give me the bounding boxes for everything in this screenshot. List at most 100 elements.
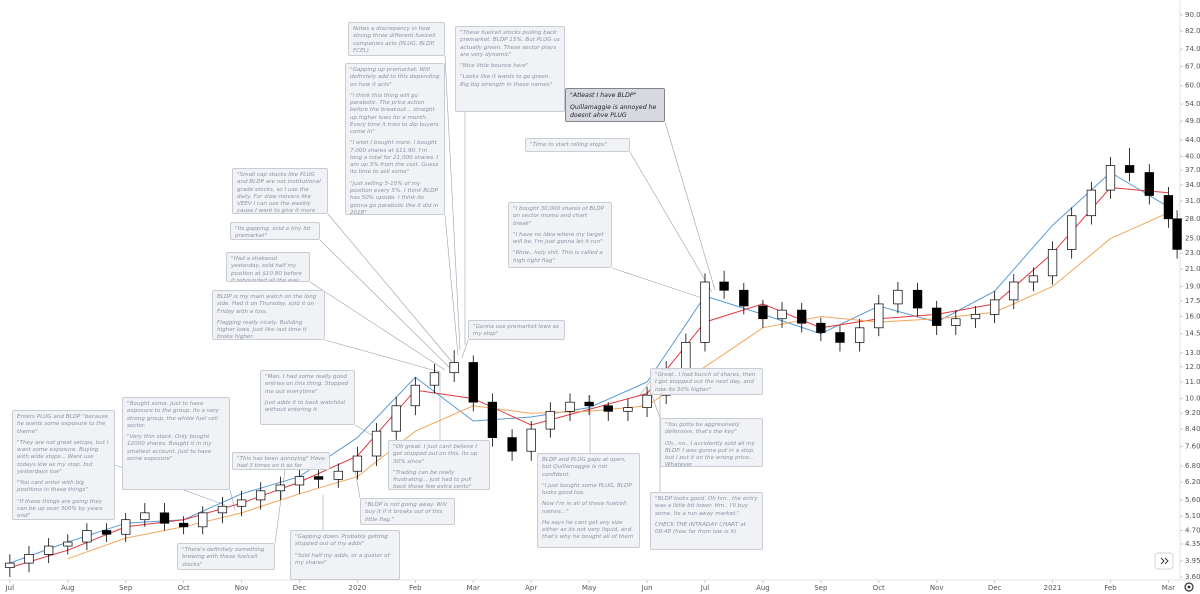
leader-line xyxy=(611,267,709,301)
candle-body xyxy=(565,401,575,412)
annotation-text: "Gapping down. Probably getting stopped … xyxy=(295,534,388,548)
y-tick-label: 21.00 xyxy=(1185,265,1200,273)
y-tick-label: 11.00 xyxy=(1185,378,1200,386)
x-tick-label: Oct xyxy=(178,584,190,592)
candle-body xyxy=(893,289,903,305)
candle-body xyxy=(256,490,266,501)
x-tick-label: Jul xyxy=(700,584,710,592)
candle-body xyxy=(391,405,401,432)
candle-body xyxy=(487,401,498,438)
annotation-text: Flagging really nicely. Building higher … xyxy=(217,319,307,340)
scroll-button[interactable] xyxy=(1154,552,1174,570)
annotation-text: Oh.. no.. I accidently sold all my BLDP.… xyxy=(665,440,755,467)
annotation-text: "I think this thing will go parabolic. T… xyxy=(350,92,439,136)
leader-line xyxy=(229,489,236,511)
candle-body xyxy=(1163,195,1174,220)
annotation-text: "Small cap stocks like PLUG and BLDP are… xyxy=(237,172,321,214)
candle-body xyxy=(739,289,749,307)
candle-body xyxy=(603,405,613,412)
candle-body xyxy=(159,512,170,524)
leader-line xyxy=(461,339,469,359)
candle-body xyxy=(874,303,884,329)
candle-body xyxy=(1172,218,1182,250)
annotation-text: "Gapping up premarket. Will definitely a… xyxy=(350,67,440,88)
x-tick-label: Jun xyxy=(641,584,653,592)
leader-line xyxy=(354,469,361,499)
annotation-text: "You gotta be aggressively defensive, th… xyxy=(665,422,740,436)
annotation-text: "Oh great. I just cant believe I got sto… xyxy=(393,444,478,465)
x-tick-label: Nov xyxy=(930,584,944,592)
candle-body xyxy=(468,362,478,403)
settings-button[interactable] xyxy=(1184,582,1194,592)
candle-body xyxy=(855,327,865,343)
x-tick-label: Sep xyxy=(814,584,828,592)
x-tick-label: Nov xyxy=(235,584,249,592)
candle-body xyxy=(700,281,710,343)
y-tick-label: 49.00 xyxy=(1185,117,1200,125)
candle-body xyxy=(236,499,247,507)
candle-body xyxy=(429,372,440,386)
annotation-text: BLDP is my main watch on the long side. … xyxy=(217,294,317,315)
y-tick-label: 90.00 xyxy=(1185,11,1200,19)
y-tick-label: 8.40 xyxy=(1185,425,1200,433)
annotation-text: Enters PLUG and BLDP "because he wants s… xyxy=(17,414,109,435)
y-tick-label: 60.00 xyxy=(1185,82,1200,90)
y-tick-label: 4.70 xyxy=(1185,527,1200,535)
x-tick-label: Sep xyxy=(119,584,133,592)
annotation-text: Notes a discrepancy in how strong three … xyxy=(353,26,436,54)
annotation-note: "Time to start rolling stops" xyxy=(525,138,630,152)
x-tick-label: Aug xyxy=(756,584,770,592)
candle-body xyxy=(1067,215,1077,250)
annotation-text: "Sold half my adds, or a quater of my sh… xyxy=(295,552,390,566)
annotation-note: "Gapping down. Probably getting stopped … xyxy=(290,530,400,580)
y-tick-label: 13.00 xyxy=(1185,349,1200,357)
y-tick-label: 44.00 xyxy=(1185,136,1200,144)
annotation-note: "BLDP is not going away. Will buy it if … xyxy=(360,498,455,525)
candle-body xyxy=(1086,189,1097,217)
candle-body xyxy=(449,362,459,374)
x-tick-label: Aug xyxy=(61,584,75,592)
candle-body xyxy=(44,545,54,555)
candle-body xyxy=(777,309,787,320)
candle-body xyxy=(5,562,15,568)
candle-body xyxy=(1047,249,1058,277)
x-tick-label: Jul xyxy=(5,584,15,592)
annotation-text: Just adds it to back watchlist without e… xyxy=(265,399,346,414)
y-tick-label: 19.00 xyxy=(1185,283,1200,291)
annotation-text: "BLDP is not going away. Will buy it if … xyxy=(365,502,447,523)
leader-line xyxy=(327,213,453,363)
y-tick-label: 67.00 xyxy=(1185,62,1200,70)
annotation-text: Quillamaggie is annoyed he doesnt ahve P… xyxy=(570,104,657,120)
candle-body xyxy=(63,541,73,547)
leader-line xyxy=(444,55,461,351)
annotation-note: "Gapping up premarket. Will definitely a… xyxy=(345,63,445,215)
x-tick-label: Feb xyxy=(409,584,422,592)
candle-body xyxy=(333,470,343,480)
annotation-note: "Bought some. Just to have exposure to t… xyxy=(122,397,230,490)
x-tick-label: May xyxy=(582,584,596,592)
candle-body xyxy=(642,394,652,408)
candle-body xyxy=(797,309,807,324)
y-tick-label: 74.00 xyxy=(1185,45,1200,53)
candle-body xyxy=(24,554,34,564)
y-tick-label: 3.60 xyxy=(1185,573,1200,581)
candle-body xyxy=(989,299,1000,315)
annotation-text: "They are not great setups, but I want s… xyxy=(17,439,109,475)
annotation-text: "Had a shakeout yesterday, sold half my … xyxy=(231,256,302,282)
annotation-note: "Small cap stocks like PLUG and BLDP are… xyxy=(232,168,328,214)
y-tick-label: 17.50 xyxy=(1185,297,1200,305)
annotation-note: "Gonna use premarket lows as my stop" xyxy=(468,320,565,340)
y-tick-label: 9.20 xyxy=(1185,409,1200,417)
candle-body xyxy=(970,314,981,320)
y-tick-label: 82.00 xyxy=(1185,27,1200,35)
candle-body xyxy=(1124,165,1135,173)
candle-body xyxy=(410,384,420,407)
leader-lines xyxy=(114,55,716,544)
annotation-text: He says he cant get any size either as i… xyxy=(542,519,634,541)
candle-body xyxy=(816,322,826,333)
candle-body xyxy=(545,410,555,430)
candle-body xyxy=(526,428,536,452)
annotation-note: "Had a shakeout yesterday, sold half my … xyxy=(226,252,310,282)
y-tick-label: 28.00 xyxy=(1185,215,1200,223)
